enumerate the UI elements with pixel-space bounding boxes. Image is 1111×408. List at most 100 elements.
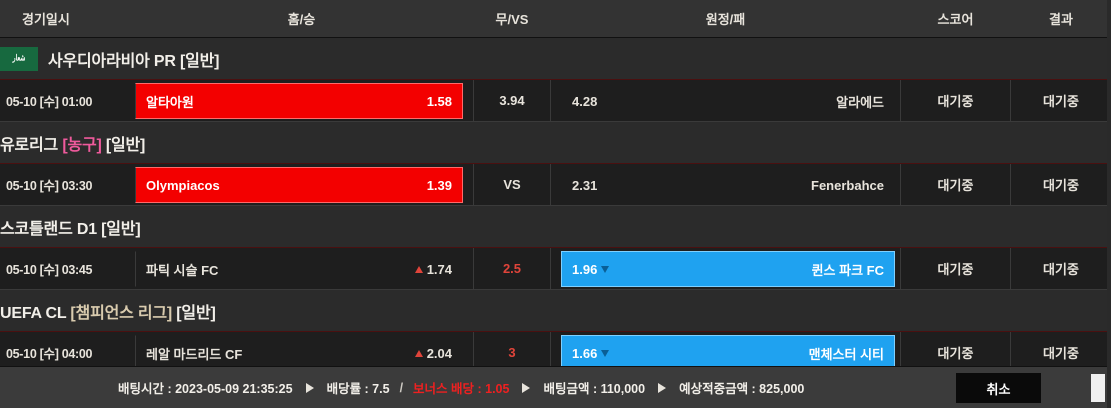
column-header-score: 스코어 (937, 12, 974, 27)
home-pick-button[interactable]: 파틱 시슬 FC 1.74 (135, 251, 463, 287)
league-title: 유로리그 [농구] [일반] (0, 131, 145, 155)
home-pick-button[interactable]: 레알 마드리드 CF 2.04 (135, 335, 463, 366)
separator-triangle-icon (522, 382, 531, 393)
draw-or-handicap-cell[interactable]: 3.94 (473, 80, 551, 121)
away-pick-button[interactable]: 4.28 알라에드 (561, 83, 895, 119)
bet-summary-info: 배팅시간 : 2023-05-09 21:35:25 배당률 : 7.5 / 보… (118, 378, 804, 397)
league-name: 사우디아라비아 PR (48, 52, 176, 70)
league-header: UEFA CL [챔피언스 리그] [일반] (0, 290, 1111, 332)
away-odds: 2.31 (572, 178, 597, 193)
odds-up-arrow-icon (414, 265, 423, 273)
home-cell: Olympiacos 1.39 (130, 164, 473, 205)
home-odds: 1.74 (414, 261, 452, 277)
league-type-tag: [일반] (101, 220, 141, 238)
home-cell: 알타아원 1.58 (130, 80, 473, 121)
bet-time-label: 배팅시간 : 2023-05-09 21:35:25 (118, 382, 293, 396)
column-header-home: 홈/승 (287, 12, 316, 27)
home-pick-button[interactable]: 알타아원 1.58 (135, 83, 463, 119)
expected-payout-label: 예상적중금액 : 825,000 (679, 382, 805, 396)
league-header: شعار 사우디아라비아 PR [일반] (0, 38, 1111, 80)
away-team-name: 퀸스 파크 FC (811, 262, 884, 278)
home-odds: 2.04 (414, 345, 452, 361)
match-datetime: 05-10 [수] 01:00 (6, 95, 93, 109)
away-cell: 1.66 맨체스터 시티 (551, 332, 900, 366)
table-row: 05-10 [수] 04:00 레알 마드리드 CF 2.04 3 1.66 맨체스터 시… (0, 332, 1111, 366)
home-odds: 1.58 (427, 94, 452, 109)
league-name: 스코틀랜드 D1 (0, 220, 97, 238)
away-odds-value: 1.66 (572, 345, 598, 361)
away-odds: 1.96 (572, 261, 610, 277)
home-cell: 레알 마드리드 CF 2.04 (130, 332, 473, 366)
league-title: 스코틀랜드 D1 [일반] (0, 215, 141, 239)
league-name: UEFA CL (0, 304, 67, 322)
cancel-button[interactable]: 취소 (956, 373, 1041, 403)
league-sport-tag: [농구] (62, 136, 102, 154)
column-header-result: 결과 (1049, 12, 1073, 27)
league-header: 유로리그 [농구] [일반] (0, 122, 1111, 164)
draw-or-handicap-cell[interactable]: VS (473, 164, 551, 205)
home-team-name: 알타아원 (146, 94, 194, 110)
saudi-arabia-flag: شعار (0, 46, 38, 71)
away-team-name: Fenerbahce (811, 177, 884, 193)
scrollbar-thumb[interactable] (1091, 374, 1105, 402)
result-cell: 대기중 (1043, 346, 1079, 361)
away-odds: 4.28 (572, 94, 597, 109)
away-cell: 1.96 퀸스 파크 FC (551, 248, 900, 289)
column-header-draw: 무/VS (495, 12, 529, 27)
bet-amount-label: 배팅금액 : 110,000 (543, 382, 646, 396)
league-type-tag: [일반] (176, 304, 216, 322)
match-list: شعار 사우디아라비아 PR [일반] 05-10 [수] 01:00 알타아원 1.… (0, 38, 1111, 366)
away-pick-button[interactable]: 1.66 맨체스터 시티 (561, 335, 895, 366)
table-row: 05-10 [수] 01:00 알타아원 1.58 3.94 4.28 알라에드 대기중 대기… (0, 80, 1111, 122)
match-datetime: 05-10 [수] 03:45 (6, 263, 93, 277)
away-team-name: 알라에드 (836, 94, 884, 110)
table-row: 05-10 [수] 03:45 파틱 시슬 FC 1.74 2.5 1.96 퀸스 파크 … (0, 248, 1111, 290)
table-row: 05-10 [수] 03:30 Olympiacos 1.39 VS 2.31 Fener… (0, 164, 1111, 206)
match-datetime: 05-10 [수] 04:00 (6, 347, 93, 361)
league-type-tag: [일반] (179, 52, 220, 70)
flag-script-text: شعار (12, 54, 26, 63)
draw-or-handicap-cell[interactable]: 3 (473, 332, 551, 366)
result-cell: 대기중 (1043, 262, 1079, 277)
bet-summary-bar: 배팅시간 : 2023-05-09 21:35:25 배당률 : 7.5 / 보… (0, 366, 1111, 408)
away-pick-button[interactable]: 2.31 Fenerbahce (561, 167, 895, 203)
away-team-name: 맨체스터 시티 (808, 346, 884, 362)
away-odds-value: 2.31 (572, 177, 598, 193)
separator-triangle-icon (305, 382, 314, 393)
home-team-name: 파틱 시슬 FC (146, 262, 219, 278)
away-odds-value: 4.28 (572, 93, 598, 109)
home-odds-value: 1.74 (426, 261, 452, 277)
page-right-edge (1107, 0, 1111, 408)
column-header-date: 경기일시 (22, 12, 70, 27)
home-cell: 파틱 시슬 FC 1.74 (130, 248, 473, 289)
league-competition-tag: [챔피언스 리그] (70, 304, 173, 322)
home-team-name: 레알 마드리드 CF (146, 346, 243, 362)
home-team-name: Olympiacos (146, 177, 220, 193)
draw-or-handicap-cell[interactable]: 2.5 (473, 248, 551, 289)
league-title: 사우디아라비아 PR [일반] (48, 47, 219, 71)
home-odds-value: 1.39 (426, 177, 452, 193)
separator-triangle-icon (658, 382, 667, 393)
odds-down-arrow-icon (601, 349, 610, 357)
odds-up-arrow-icon (414, 349, 423, 357)
league-header: 스코틀랜드 D1 [일반] (0, 206, 1111, 248)
result-cell: 대기중 (1043, 94, 1079, 109)
home-odds: 1.39 (427, 178, 452, 193)
slash-separator: / (399, 380, 404, 395)
odds-rate-label: 배당률 : 7.5 (326, 382, 390, 396)
away-pick-button[interactable]: 1.96 퀸스 파크 FC (561, 251, 895, 287)
score-cell: 대기중 (900, 332, 1011, 366)
score-cell: 대기중 (900, 164, 1011, 205)
league-title: UEFA CL [챔피언스 리그] [일반] (0, 299, 216, 323)
away-odds-value: 1.96 (572, 261, 598, 277)
home-pick-button[interactable]: Olympiacos 1.39 (135, 167, 463, 203)
league-type-tag: [일반] (105, 136, 146, 154)
home-odds-value: 1.58 (426, 93, 452, 109)
column-header-away: 원정/패 (705, 12, 746, 27)
away-cell: 4.28 알라에드 (551, 80, 900, 121)
match-datetime: 05-10 [수] 03:30 (6, 179, 93, 193)
away-odds: 1.66 (572, 345, 610, 361)
away-cell: 2.31 Fenerbahce (551, 164, 900, 205)
home-odds-value: 2.04 (426, 345, 452, 361)
